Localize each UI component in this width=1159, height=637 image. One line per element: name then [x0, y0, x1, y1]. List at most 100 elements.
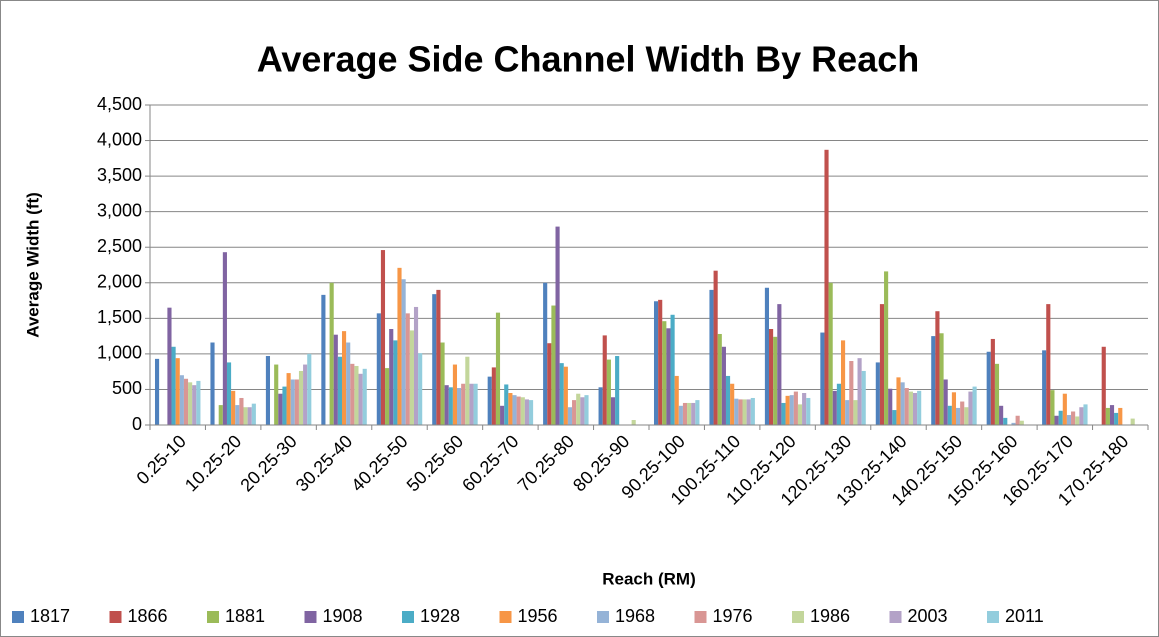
bar: [235, 405, 240, 425]
bar: [884, 271, 889, 425]
bar: [508, 393, 513, 425]
bar: [853, 400, 858, 425]
bar: [192, 385, 197, 425]
y-tick-label: 0: [132, 414, 142, 434]
bar: [512, 395, 517, 425]
bar: [1105, 407, 1110, 425]
bar: [440, 342, 445, 425]
bar: [598, 387, 603, 425]
legend-label: 2011: [1005, 606, 1044, 626]
legend-label: 1908: [323, 606, 363, 626]
y-tick-label: 1,000: [97, 343, 142, 363]
bar: [721, 346, 726, 425]
bar: [904, 388, 909, 425]
bar: [769, 329, 774, 425]
bar: [1079, 407, 1084, 425]
bar: [1050, 390, 1055, 425]
legend-swatch: [402, 611, 414, 623]
bar: [171, 346, 176, 425]
legend-swatch: [109, 611, 122, 623]
bar: [682, 402, 688, 425]
bar: [912, 393, 918, 425]
bar: [789, 395, 794, 425]
bar: [1114, 412, 1119, 425]
bar: [559, 363, 564, 425]
bar: [900, 382, 905, 425]
bar: [785, 395, 790, 425]
bar: [968, 391, 973, 425]
bar: [896, 377, 901, 425]
bar: [687, 402, 692, 425]
bar: [418, 353, 423, 425]
y-tick-label: 2,500: [97, 236, 142, 256]
bar: [350, 363, 355, 425]
bar: [935, 311, 940, 425]
bar: [666, 328, 671, 425]
legend-label: 1866: [128, 606, 168, 626]
legend-label: 1956: [518, 606, 558, 626]
legend-label: 1928: [420, 606, 460, 626]
bar: [183, 378, 189, 425]
bar: [849, 361, 854, 425]
bar: [1062, 393, 1067, 425]
y-tick-label: 4,500: [97, 94, 142, 114]
bar: [520, 397, 525, 425]
bar: [610, 397, 616, 425]
bar: [802, 393, 807, 425]
bar: [888, 388, 893, 425]
bar: [653, 301, 659, 425]
bar: [436, 289, 441, 425]
bar: [337, 356, 342, 425]
bar: [691, 402, 696, 425]
bar: [832, 390, 837, 425]
bar: [167, 307, 172, 425]
bar: [1130, 418, 1135, 425]
bar: [662, 321, 667, 425]
bar: [393, 340, 398, 425]
bar: [606, 359, 611, 425]
bar: [1066, 415, 1072, 425]
bar: [602, 335, 607, 425]
bar: [879, 304, 885, 425]
bar: [875, 362, 880, 425]
legend-label: 2003: [908, 606, 948, 626]
bar: [840, 340, 846, 425]
bar: [584, 395, 589, 425]
bar: [188, 382, 193, 425]
bar: [179, 375, 184, 425]
bar: [861, 370, 866, 425]
bar: [1118, 407, 1123, 425]
bar: [239, 397, 244, 425]
bar: [298, 370, 304, 425]
bar: [385, 368, 390, 425]
legend-label: 1881: [225, 606, 265, 626]
bar: [1015, 415, 1020, 425]
bar: [461, 383, 466, 425]
y-axis-title: Average Width (ft): [23, 192, 42, 338]
bar: [487, 376, 492, 425]
bar: [951, 392, 957, 425]
bar: [495, 312, 501, 425]
bar: [278, 393, 283, 425]
bar: [615, 356, 620, 425]
bar: [551, 305, 556, 425]
bar: [738, 399, 743, 425]
bar: [1075, 416, 1080, 425]
bar: [567, 407, 573, 425]
bar: [265, 356, 271, 425]
bar: [282, 386, 287, 425]
bar: [1019, 420, 1024, 425]
bar: [303, 364, 308, 425]
bar: [797, 404, 803, 425]
bar: [409, 330, 414, 425]
bar: [376, 313, 381, 425]
bar: [1054, 415, 1059, 425]
bar: [196, 380, 201, 425]
bar: [845, 400, 850, 425]
bar: [994, 363, 1000, 425]
bar: [990, 338, 995, 425]
bar: [956, 407, 961, 425]
y-tick-label: 3,000: [97, 200, 142, 220]
legend-label: 1986: [810, 606, 850, 626]
